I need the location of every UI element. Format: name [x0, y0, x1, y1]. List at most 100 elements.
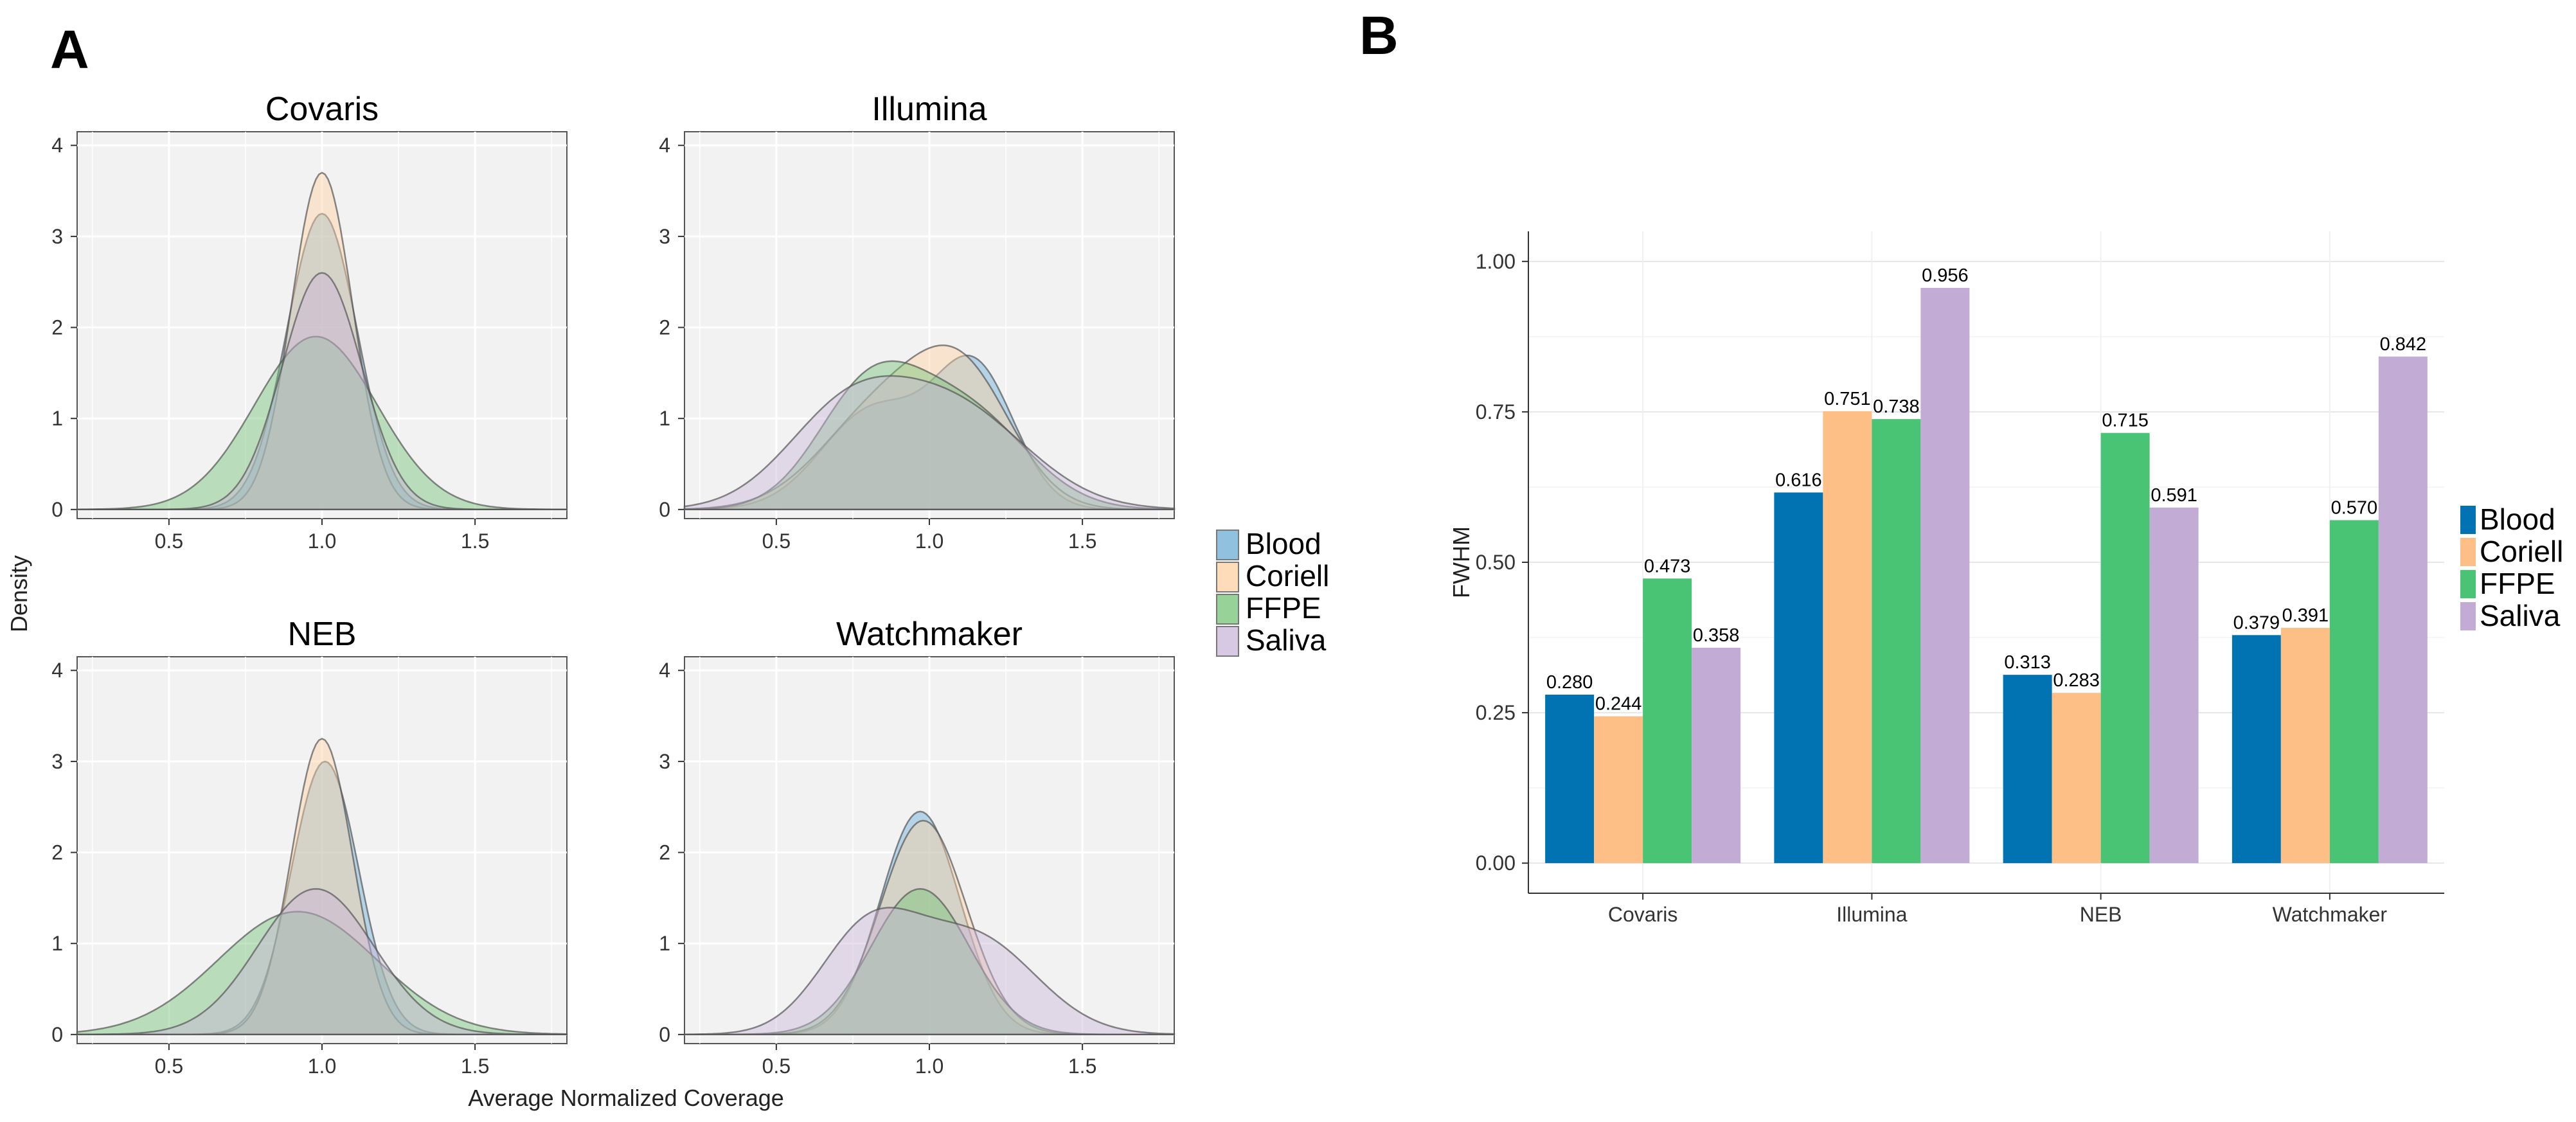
- x-tick-label: 0.5: [762, 1055, 791, 1078]
- legend-label-ffpe: FFPE: [2480, 567, 2555, 600]
- bar-value-label: 0.956: [1922, 265, 1969, 286]
- x-tick-label: 1.0: [915, 1055, 944, 1078]
- legend-swatch-saliva: [2460, 602, 2476, 630]
- bar-coriell: [2052, 693, 2101, 864]
- bar-saliva: [2378, 356, 2428, 864]
- y-tick-label: 2: [51, 841, 63, 864]
- density-area-ffpe: [683, 360, 1176, 511]
- facet-watchmaker: 0.5 1.0 1.5 0 1 2 3 4 Watchmaker: [659, 616, 1176, 1078]
- x-tick-label: 1.5: [461, 530, 489, 553]
- y-tick-label: 3: [51, 225, 63, 248]
- legend-swatch-saliva: [1216, 626, 1239, 657]
- y-tick-label: 1: [51, 932, 63, 955]
- legend-label-blood: Blood: [1246, 527, 1321, 560]
- y-tick-label: 4: [659, 134, 670, 157]
- y-tick-label: 3: [659, 225, 670, 248]
- bar-value-label: 0.313: [2004, 652, 2051, 673]
- panel-label-a: A: [50, 19, 89, 80]
- x-tick-label: 1.0: [308, 530, 336, 553]
- y-tick-label: 0.25: [1476, 701, 1516, 724]
- bar-coriell: [1594, 716, 1643, 864]
- bar-blood: [1774, 492, 1823, 864]
- bar-value-label: 0.842: [2380, 334, 2427, 355]
- y-axis-title: FWHM: [1448, 526, 1474, 598]
- facet-title: Illumina: [872, 91, 987, 128]
- density-area-saliva: [683, 375, 1176, 511]
- bar-blood: [2232, 635, 2281, 864]
- bar-value-label: 0.473: [1644, 556, 1691, 576]
- facet-illumina: 0.5 1.0 1.5 0 1 2 3 4 Illumina: [659, 91, 1176, 553]
- bar-value-label: 0.616: [1775, 470, 1822, 490]
- bar-value-label: 0.591: [2151, 485, 2197, 506]
- bar-value-label: 0.391: [2282, 605, 2329, 626]
- legend-swatch-coriell: [1216, 562, 1239, 592]
- y-tick-label: 0.00: [1476, 851, 1516, 875]
- x-tick-label: 0.5: [155, 1055, 183, 1078]
- facet-title: NEB: [288, 616, 357, 653]
- legend-swatch-ffpe: [1216, 594, 1239, 625]
- density-area-saliva: [77, 272, 567, 511]
- y-tick-label: 2: [51, 316, 63, 339]
- y-tick-label: 4: [51, 134, 63, 157]
- bar-group-illumina: 0.616 0.751 0.738 0.956: [1774, 265, 1970, 864]
- y-tick-label: 3: [659, 750, 670, 773]
- density-area-ffpe: [76, 335, 567, 511]
- y-tick-label: 2: [659, 316, 670, 339]
- y-tick-label: 0.50: [1476, 551, 1516, 574]
- bar-blood: [2003, 675, 2052, 864]
- x-tick-label: 1.0: [915, 530, 944, 553]
- density-area-saliva: [77, 887, 567, 1036]
- bar-blood: [1545, 695, 1595, 864]
- bar-value-label: 0.358: [1693, 625, 1740, 646]
- y-tick-label: 4: [51, 659, 63, 682]
- bar-value-label: 0.244: [1595, 694, 1642, 715]
- legend-label-saliva: Saliva: [1246, 623, 1327, 657]
- legend-swatch-coriell: [2460, 538, 2476, 566]
- bar-value-label: 0.570: [2331, 497, 2378, 518]
- x-tick-label: Covaris: [1608, 903, 1677, 926]
- y-tick-label: 4: [659, 659, 670, 682]
- y-tick-label: 1: [659, 407, 670, 430]
- x-tick-label: 1.0: [308, 1055, 336, 1078]
- facet-title: Covaris: [265, 91, 379, 128]
- x-tick-label: 0.5: [762, 530, 791, 553]
- y-tick-label: 2: [659, 841, 670, 864]
- density-area-ffpe: [76, 911, 568, 1036]
- x-axis-title: Average Normalized Coverage: [468, 1085, 784, 1111]
- y-tick-label: 1.00: [1476, 250, 1516, 273]
- facet-neb: 0.5 1.0 1.5 0 1 2 3 4 NEB: [51, 616, 568, 1078]
- x-tick-label: Watchmaker: [2273, 903, 2388, 926]
- y-axis-title: Density: [6, 555, 32, 632]
- y-tick-label: 0.75: [1476, 400, 1516, 423]
- x-tick-label: 1.5: [1068, 530, 1096, 553]
- y-tick-label: 1: [659, 932, 670, 955]
- y-tick-label: 0: [51, 1023, 63, 1046]
- bar-ffpe: [1872, 419, 1921, 864]
- bar-value-label: 0.751: [1824, 389, 1871, 409]
- bar-saliva: [1920, 288, 1970, 864]
- legend-swatch-blood: [1216, 530, 1239, 560]
- bar-coriell: [2280, 628, 2330, 864]
- x-tick-label: NEB: [2080, 903, 2122, 926]
- density-area-saliva: [683, 907, 1176, 1036]
- bar-value-label: 0.280: [1546, 672, 1593, 693]
- legend-label-coriell: Coriell: [2480, 535, 2563, 568]
- bar-ffpe: [2100, 432, 2150, 864]
- x-tick-label: 0.5: [155, 530, 183, 553]
- legend-swatch-blood: [2460, 506, 2476, 534]
- y-tick-label: 3: [51, 750, 63, 773]
- facet-title: Watchmaker: [836, 616, 1023, 653]
- bar-saliva: [1692, 647, 1741, 864]
- bar-ffpe: [2329, 520, 2379, 864]
- x-tick-label: 1.5: [1068, 1055, 1096, 1078]
- y-tick-label: 0: [659, 498, 670, 521]
- y-tick-label: 0: [51, 498, 63, 521]
- bar-value-label: 0.283: [2053, 670, 2100, 691]
- x-tick-label: 1.5: [461, 1055, 489, 1078]
